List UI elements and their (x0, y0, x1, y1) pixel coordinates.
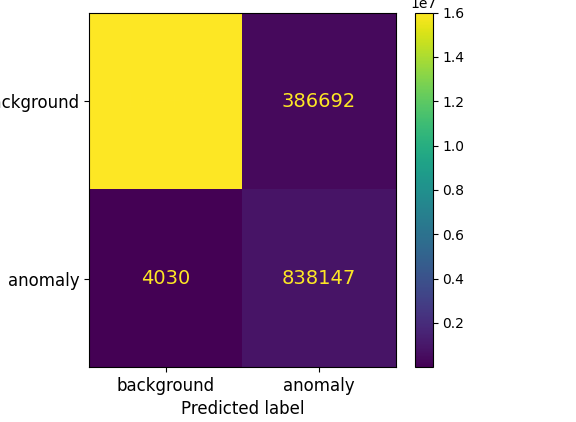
Text: 838147: 838147 (282, 269, 356, 288)
Text: 1.6e+07: 1.6e+07 (124, 92, 208, 111)
Text: 386692: 386692 (282, 92, 356, 111)
X-axis label: Predicted label: Predicted label (181, 400, 304, 419)
Title: 1e7: 1e7 (411, 0, 437, 11)
Text: 4030: 4030 (141, 269, 191, 288)
